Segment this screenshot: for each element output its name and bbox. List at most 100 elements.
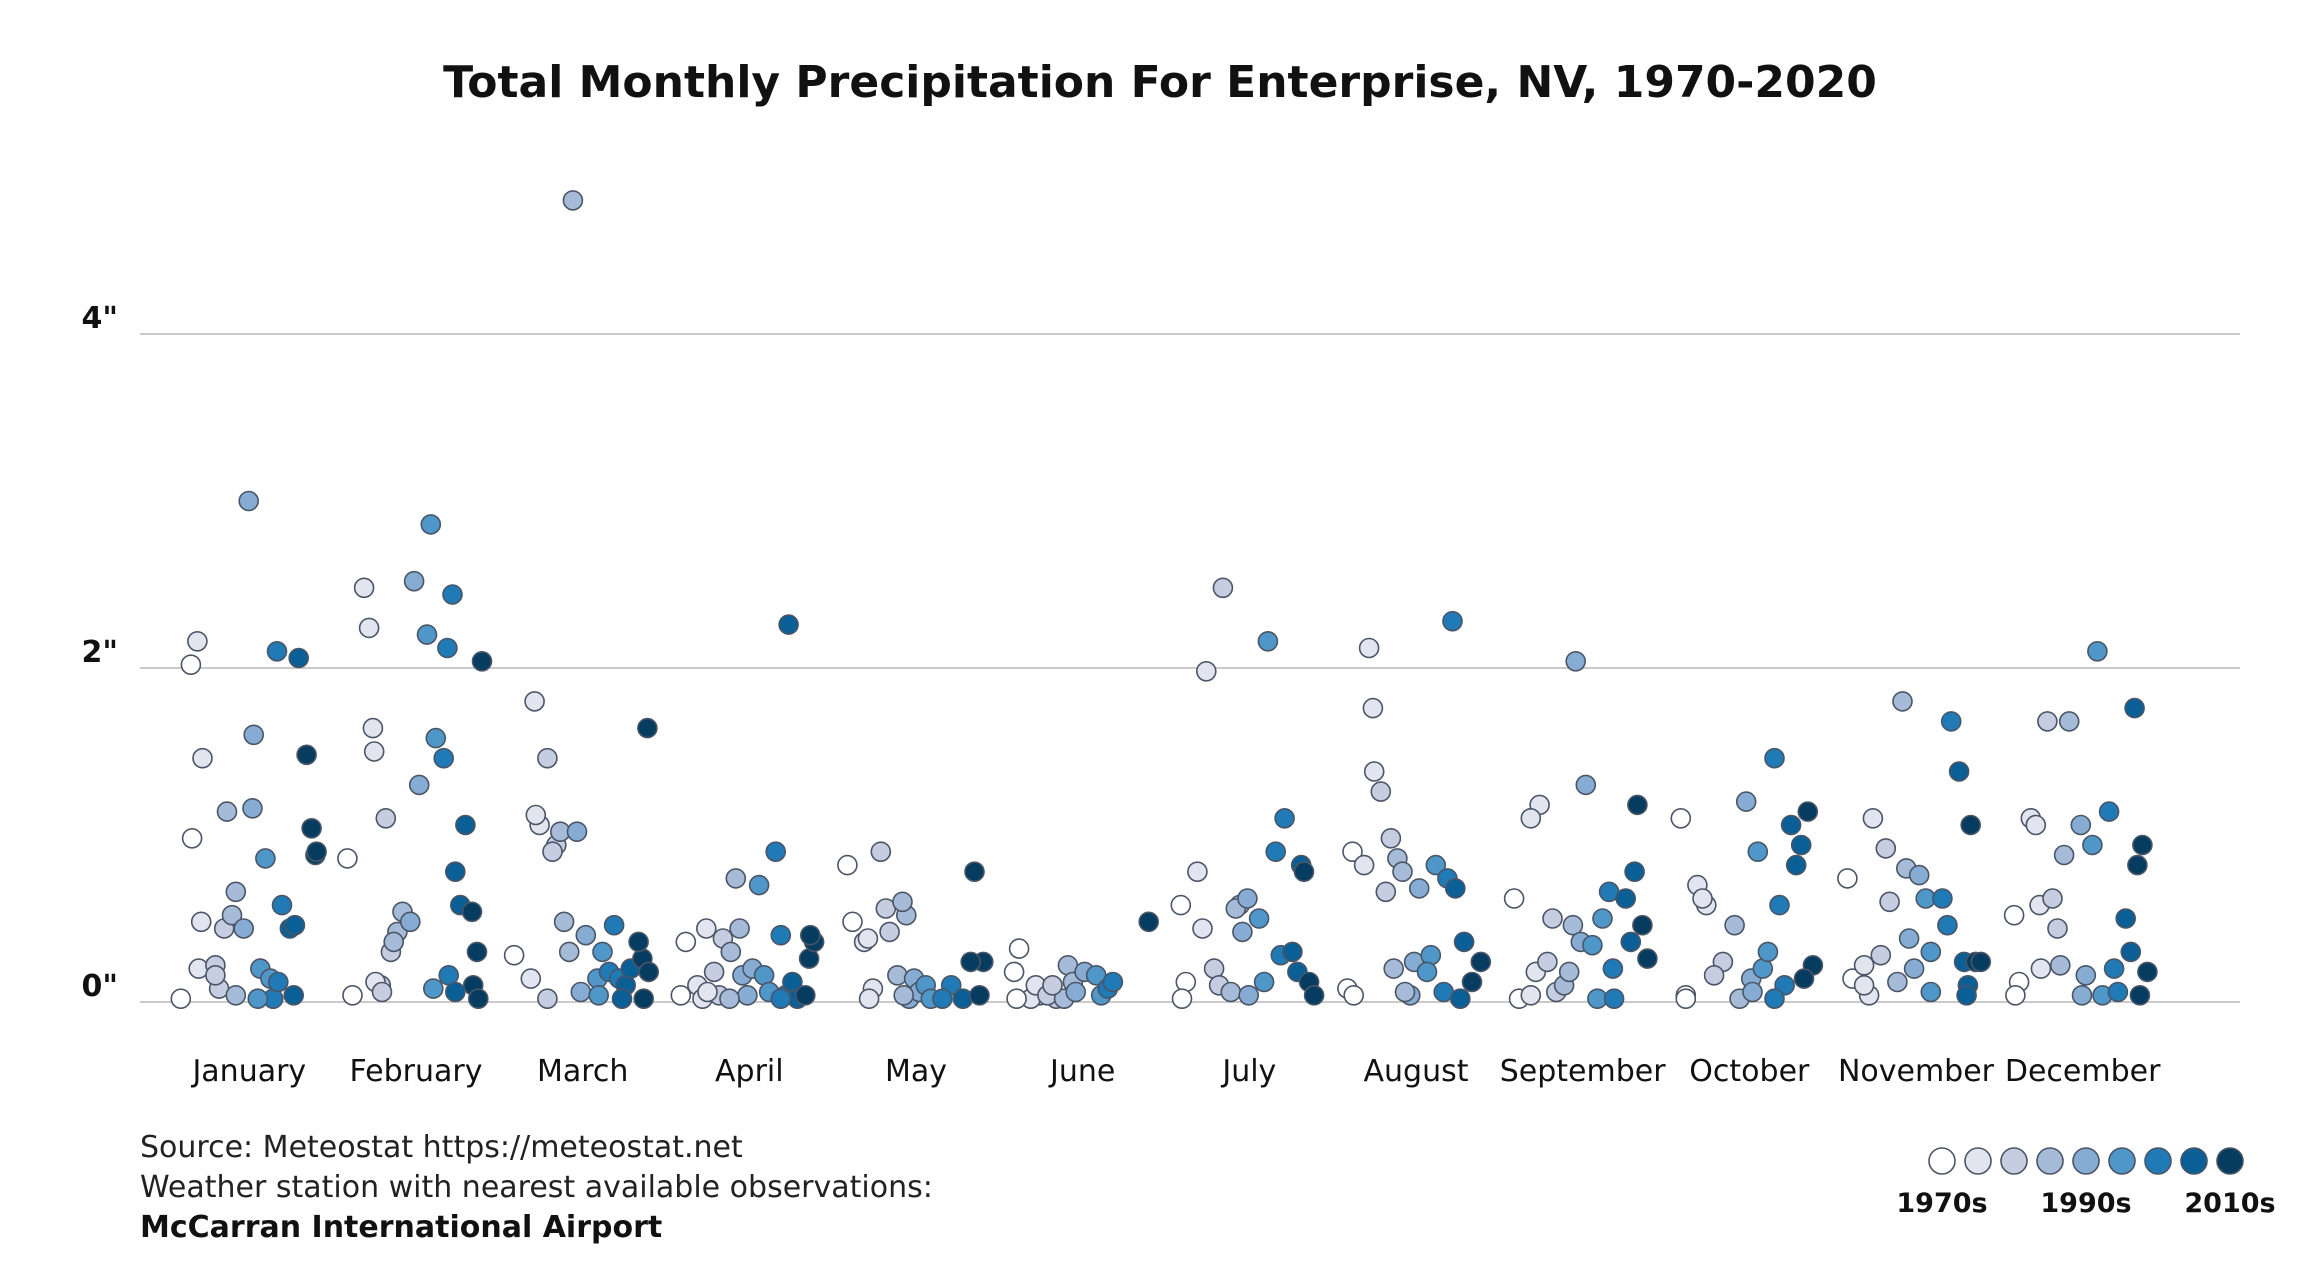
data-point [2037, 711, 2058, 732]
data-point [1879, 891, 1900, 913]
data-point [964, 861, 985, 883]
data-point [170, 988, 192, 1010]
data-point [670, 984, 692, 1006]
data-point [558, 941, 580, 963]
data-point [233, 918, 254, 939]
data-point [271, 894, 293, 916]
data-point [1537, 951, 1558, 973]
data-point [181, 827, 203, 849]
data-point [1932, 888, 1953, 909]
data-point [1503, 888, 1525, 909]
y-tick-label: 0" [81, 969, 118, 1004]
data-point [2005, 984, 2026, 1006]
data-point [637, 717, 658, 739]
y-tick-label: 4" [81, 301, 118, 336]
data-point [633, 988, 655, 1010]
data-point [371, 981, 393, 1003]
data-point [1445, 878, 1466, 899]
data-point [770, 924, 792, 946]
data-point [1769, 894, 1790, 916]
data-point [1065, 981, 1086, 1003]
legend-swatch [2108, 1147, 2136, 1175]
data-point [1042, 974, 1063, 996]
data-point [1370, 781, 1392, 802]
data-point [1303, 984, 1325, 1006]
data-point [1362, 697, 1384, 719]
data-point [638, 961, 660, 983]
data-point [770, 988, 792, 1010]
data-point [1862, 807, 1884, 829]
data-point [216, 801, 238, 822]
data-point [2098, 801, 2120, 822]
legend-label: 1970s [1896, 1188, 1987, 1219]
data-point [255, 848, 276, 869]
decade-legend: 1970s 1990s 2010s [1896, 1147, 2276, 1219]
data-point [2030, 958, 2052, 979]
data-point [2124, 697, 2145, 719]
data-point [437, 637, 458, 659]
data-point [190, 911, 212, 933]
data-point [2087, 640, 2108, 662]
data-point [1192, 918, 1213, 939]
data-point [2137, 961, 2158, 983]
data-point [524, 691, 545, 712]
data-point [952, 988, 974, 1010]
data-point [737, 984, 758, 1006]
data-point [1870, 944, 1892, 966]
data-point [1363, 761, 1385, 782]
data-point [537, 747, 558, 769]
data-point [1293, 861, 1315, 883]
data-point [870, 841, 892, 863]
data-point [225, 984, 247, 1006]
legend-swatch [2072, 1147, 2100, 1175]
data-point [1632, 914, 1653, 936]
data-point [1565, 650, 1586, 672]
x-tick-label: October [1689, 1054, 1810, 1089]
data-point [1003, 961, 1025, 983]
data-point [2103, 958, 2125, 979]
data-point [1692, 888, 1713, 909]
data-point [306, 841, 327, 863]
data-point [969, 984, 990, 1006]
data-point [1960, 814, 1981, 836]
data-point [592, 941, 613, 963]
legend-swatch [2216, 1147, 2244, 1175]
data-point [575, 924, 597, 946]
data-point [433, 747, 455, 769]
data-point [466, 941, 488, 963]
data-point [242, 797, 263, 819]
data-point [1670, 807, 1692, 829]
x-tick-label: September [1500, 1054, 1666, 1089]
legend-swatch [1964, 1147, 1992, 1175]
data-point [1875, 838, 1897, 859]
data-point [2120, 941, 2142, 963]
data-point [1562, 914, 1584, 936]
x-tick-label: April [715, 1054, 784, 1089]
x-axis: January February March April May June July Augu… [190, 1054, 2161, 1089]
data-point [703, 961, 725, 983]
chart-footer: Source: Meteostat https://meteostat.net … [140, 1128, 933, 1248]
data-point [1747, 841, 1769, 863]
data-point [837, 854, 858, 876]
data-point [719, 988, 740, 1010]
data-point [1892, 691, 1913, 712]
data-point [2025, 814, 2047, 836]
data-point [1542, 908, 1563, 929]
data-point [2132, 834, 2153, 856]
data-point [503, 944, 525, 966]
data-point [1461, 971, 1483, 993]
data-point [1724, 914, 1745, 936]
data-point [1898, 928, 1920, 949]
data-point [794, 984, 816, 1006]
data-point [1343, 984, 1364, 1006]
x-tick-label: June [1048, 1054, 1115, 1089]
data-point [342, 984, 363, 1006]
data-point [1408, 878, 1430, 899]
data-point [187, 630, 208, 652]
legend-swatch [2036, 1147, 2064, 1175]
data-point [2071, 984, 2093, 1006]
data-point [399, 911, 421, 933]
data-point [337, 848, 358, 869]
data-point [1265, 841, 1286, 863]
data-point [284, 914, 306, 936]
